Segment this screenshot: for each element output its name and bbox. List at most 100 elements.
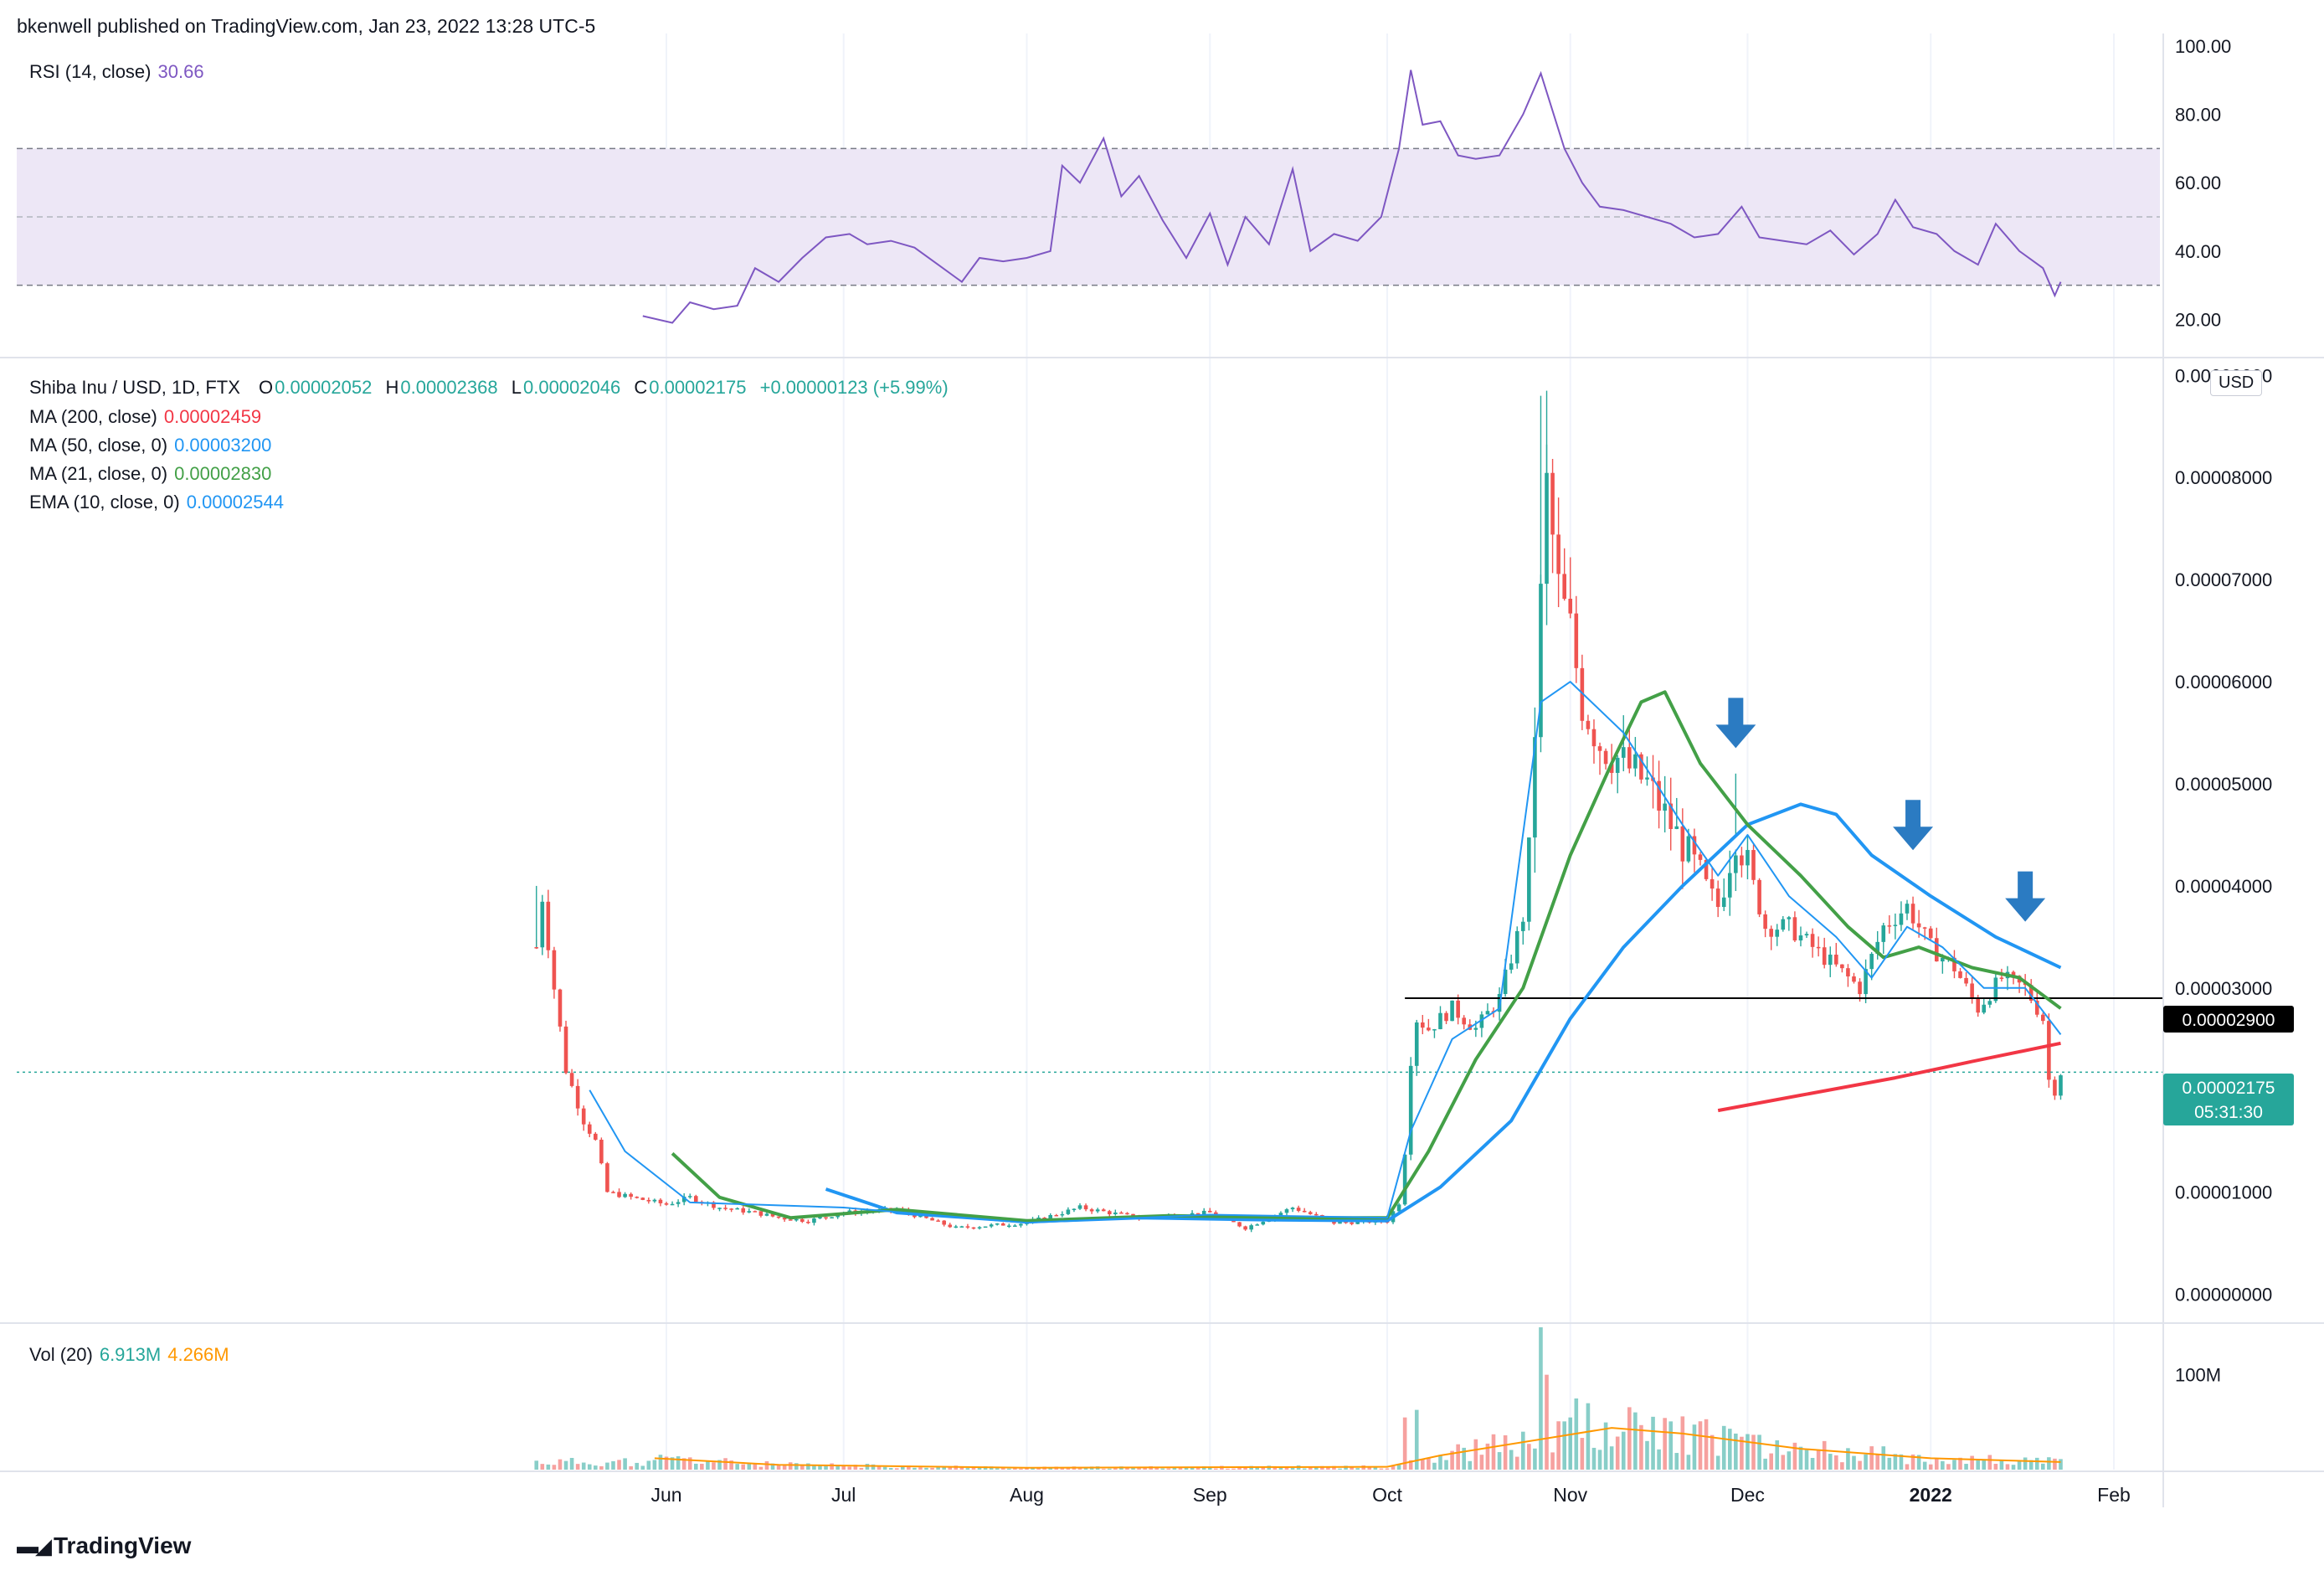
candle-body [1982,1004,1987,1013]
close-value: 0.00002175 [649,377,747,398]
volume-bar [1922,1461,1927,1470]
candle-body [1710,878,1715,889]
candle-body [1048,1214,1053,1220]
volume-bar [611,1460,615,1470]
time-axis-tick: Nov [1553,1484,1587,1506]
volume-bar [1721,1425,1726,1470]
volume-bar [646,1460,651,1470]
candle-body [1858,981,1862,995]
candle [552,946,557,999]
volume-bar [1396,1465,1401,1470]
candle [1710,867,1715,901]
volume-bar [1473,1439,1478,1470]
volume-legend-label: Vol (20) [29,1344,93,1365]
ema10-legend[interactable]: EMA (10, close, 0) 0.00002544 [29,492,284,513]
volume-bar [700,1463,704,1470]
candle-body [581,1108,586,1125]
candle [717,1207,722,1212]
candle [1444,1011,1448,1025]
candle-body [971,1227,976,1229]
volume-legend-value: 6.913M [99,1344,162,1365]
symbol-name[interactable]: Shiba Inu / USD, 1D, FTX [29,377,240,398]
volume-bar [747,1463,752,1470]
candle [1804,931,1809,939]
volume-bar [1019,1468,1023,1470]
candle [1727,850,1732,916]
volume-bar [1982,1460,1987,1470]
candle-body [1603,750,1608,765]
candle [652,1198,657,1203]
volume-bar [1934,1458,1939,1470]
volume-bar [664,1456,669,1470]
candle-body [1089,1209,1094,1212]
candle-body [623,1193,627,1197]
volume-bar [1804,1450,1809,1470]
volume-bar [1787,1451,1792,1470]
candle [1740,847,1744,878]
candle [812,1217,816,1226]
volume-bar [1421,1459,1425,1470]
price-axis[interactable]: 100.0080.0060.0040.0020.000.000090000.00… [2175,36,2272,1386]
candle [605,1161,609,1193]
open-value: 0.00002052 [275,377,373,398]
time-axis-tick: 2022 [1910,1484,1952,1506]
down-arrow-icon [1893,800,1934,851]
candle-body [1207,1210,1212,1213]
candle [1692,828,1697,873]
volume-bar [2053,1458,2057,1470]
volume-bar [1952,1460,1956,1470]
candle [1019,1223,1023,1228]
volume-bar [2028,1460,2034,1470]
volume-bar [1545,1374,1549,1470]
candle-body [1834,954,1838,965]
candle [1887,915,1892,934]
price-badges: 0.00002900 0.00002175 05:31:30 [2163,1006,2294,1125]
candle-body [1721,897,1726,908]
candle [617,1188,621,1198]
candle-body [1438,1012,1442,1030]
volume-bar [670,1457,675,1470]
candle [1054,1213,1059,1217]
candle-body [1077,1205,1082,1209]
volume-bar [1621,1431,1626,1470]
time-axis[interactable]: Jun Jul Aug Sep Oct Nov Dec 2022 Feb [650,1484,2130,1506]
volume-bar [1686,1455,1691,1470]
candle [1485,1003,1490,1015]
ma50-legend[interactable]: MA (50, close, 0) 0.00003200 [29,435,271,456]
price-axis-tick: 0.00003000 [2175,978,2272,999]
ma200-legend[interactable]: MA (200, close) 0.00002459 [29,406,261,428]
candle [1603,748,1608,770]
candle-body [1763,914,1767,930]
currency-button[interactable]: USD [2210,370,2263,396]
candle-body [1591,729,1596,747]
candle [1314,1212,1319,1216]
candle-body [983,1226,988,1228]
volume-bar [1680,1416,1685,1470]
volume-bar [859,1467,864,1470]
candle [640,1197,645,1201]
candle-body [1740,855,1744,866]
arrow-annotations[interactable] [1715,698,2046,922]
tradingview-logo[interactable]: ▬◢ TradingView [17,1532,191,1559]
candle-body [569,1073,574,1086]
volume-bar [1905,1464,1910,1470]
volume-bar [1456,1444,1460,1470]
volume-bar [1031,1467,1035,1470]
ma21-legend[interactable]: MA (21, close, 0) 0.00002830 [29,463,271,485]
volume-bars [534,1327,2063,1470]
candle-body [794,1218,799,1221]
candle-body [1999,977,2004,979]
candle [1899,901,1904,931]
candle-body [617,1192,621,1197]
candle [1657,760,1661,829]
volume-bar [1379,1468,1384,1470]
candle-body [989,1224,994,1227]
volume-bar [617,1460,621,1470]
candle-body [1698,854,1703,860]
candle-body [1125,1213,1129,1215]
volume-bar [729,1460,733,1470]
volume-bar [1550,1452,1555,1470]
line-ma21 [671,690,2062,1223]
volume-bar [1514,1456,1519,1470]
